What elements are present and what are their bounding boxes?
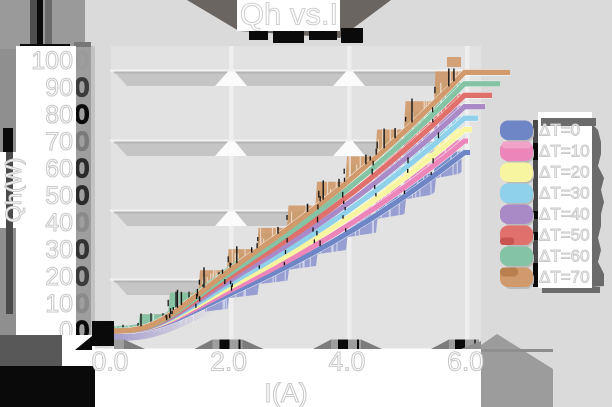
svg-text:90: 90 <box>45 74 73 102</box>
svg-text:70: 70 <box>45 128 73 156</box>
svg-text:ΔT=50: ΔT=50 <box>539 226 590 245</box>
svg-text:0: 0 <box>75 155 89 183</box>
svg-text:100: 100 <box>31 47 73 75</box>
svg-text:I(A): I(A) <box>264 378 308 407</box>
svg-text:0: 0 <box>75 209 89 237</box>
svg-text:0: 0 <box>75 182 89 210</box>
svg-text:ΔT=10: ΔT=10 <box>539 142 590 161</box>
svg-text:60: 60 <box>45 155 73 183</box>
svg-text:30: 30 <box>45 236 73 264</box>
svg-text:50: 50 <box>45 182 73 210</box>
svg-text:ΔT=30: ΔT=30 <box>539 184 590 203</box>
svg-text:6.0: 6.0 <box>447 347 484 377</box>
svg-text:ΔT=60: ΔT=60 <box>539 247 590 266</box>
svg-text:0.0: 0.0 <box>92 347 129 377</box>
svg-text:80: 80 <box>45 101 73 129</box>
svg-text:2.0: 2.0 <box>210 347 247 377</box>
svg-text:10: 10 <box>45 290 73 318</box>
svg-text:0: 0 <box>75 236 89 264</box>
svg-text:ΔT=40: ΔT=40 <box>539 205 590 224</box>
svg-text:0: 0 <box>75 263 89 291</box>
svg-text:ΔT=70: ΔT=70 <box>539 268 590 287</box>
svg-text:4.0: 4.0 <box>329 347 366 377</box>
svg-text:ΔT=0: ΔT=0 <box>539 121 580 140</box>
svg-text:0: 0 <box>75 290 89 318</box>
svg-text:20: 20 <box>45 263 73 291</box>
svg-text:0: 0 <box>75 47 89 75</box>
svg-text:ΔT=20: ΔT=20 <box>539 163 590 182</box>
svg-text:Qh(W): Qh(W) <box>1 158 26 223</box>
svg-text:Qh vs.I: Qh vs.I <box>240 0 338 32</box>
svg-text:0: 0 <box>75 101 89 129</box>
svg-text:0: 0 <box>75 74 89 102</box>
svg-text:40: 40 <box>45 209 73 237</box>
svg-text:0: 0 <box>75 128 89 156</box>
